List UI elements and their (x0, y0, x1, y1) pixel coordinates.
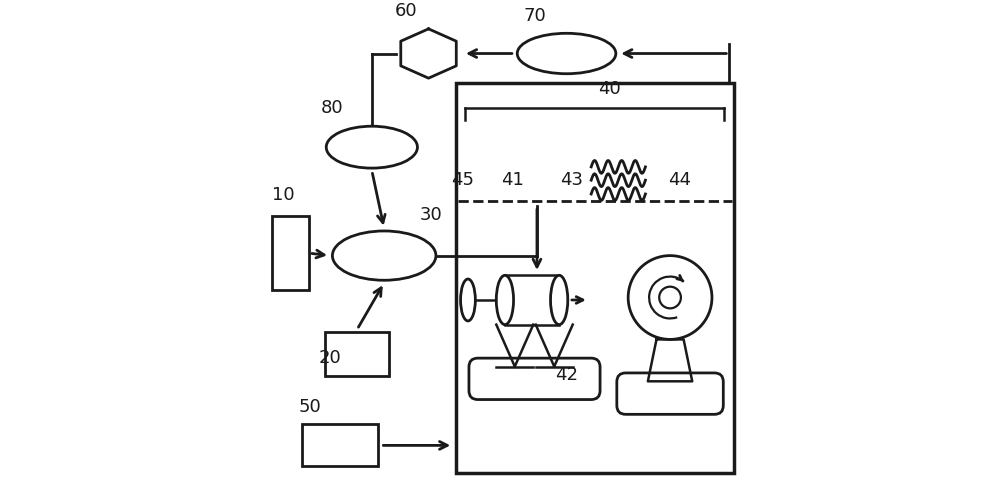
Ellipse shape (496, 276, 514, 325)
Ellipse shape (517, 34, 616, 75)
Text: 45: 45 (452, 171, 475, 189)
Text: 70: 70 (523, 7, 546, 25)
Bar (505, 276, 559, 325)
Ellipse shape (551, 276, 568, 325)
Polygon shape (648, 340, 692, 382)
Bar (302, 424, 378, 466)
Text: 41: 41 (501, 171, 524, 189)
Polygon shape (401, 30, 456, 79)
Ellipse shape (461, 280, 475, 321)
Text: 60: 60 (395, 2, 418, 20)
Text: 40: 40 (598, 80, 621, 98)
FancyBboxPatch shape (617, 373, 723, 414)
Text: 30: 30 (420, 205, 442, 223)
Text: 44: 44 (668, 171, 691, 189)
Bar (272, 217, 309, 291)
Text: 20: 20 (319, 348, 341, 366)
Text: 43: 43 (560, 171, 583, 189)
FancyBboxPatch shape (469, 358, 600, 400)
Bar (325, 332, 389, 377)
Text: 10: 10 (272, 186, 294, 203)
Bar (456, 84, 734, 472)
Text: 80: 80 (321, 99, 344, 117)
Ellipse shape (332, 231, 436, 281)
Text: 42: 42 (555, 365, 578, 383)
Circle shape (659, 287, 681, 309)
Text: 50: 50 (299, 397, 322, 415)
Ellipse shape (326, 127, 417, 169)
